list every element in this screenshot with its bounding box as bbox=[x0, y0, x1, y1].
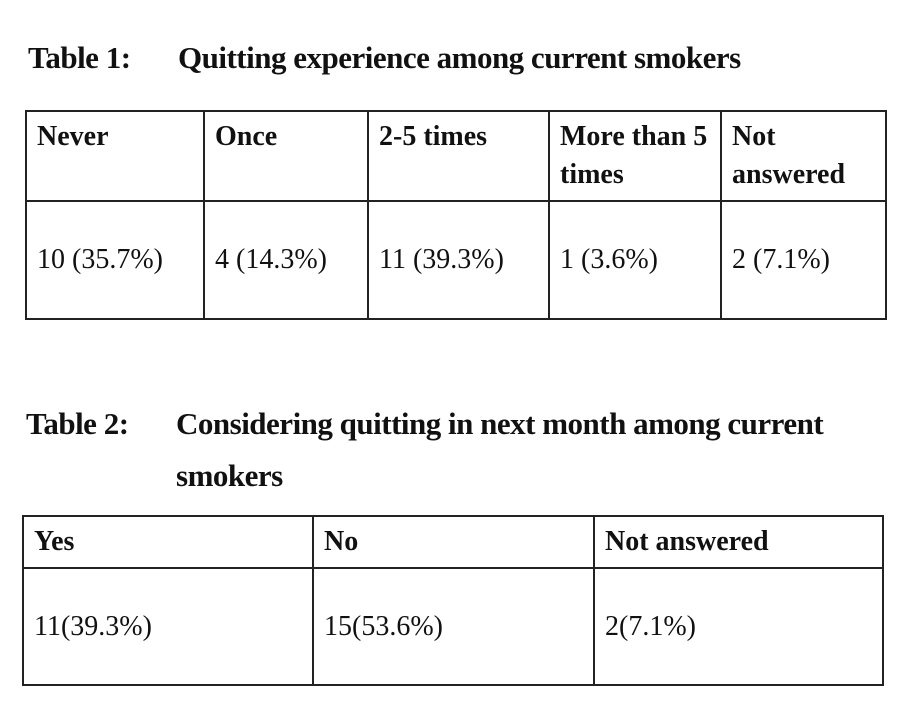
table-title: Considering quitting in next month among… bbox=[176, 406, 824, 493]
table: Yes No Not answered 11(39.3%) 15(53.6%) … bbox=[22, 515, 884, 686]
header-cell: Yes bbox=[22, 515, 314, 569]
data-row: 11(39.3%) 15(53.6%) 2(7.1%) bbox=[22, 567, 884, 686]
table: Never Once 2-5 times More than 5 times N… bbox=[25, 110, 887, 320]
data-row: 10 (35.7%) 4 (14.3%) 11 (39.3%) 1 (3.6%)… bbox=[25, 200, 887, 320]
cell: 15(53.6%) bbox=[312, 567, 595, 686]
header-cell: Once bbox=[203, 110, 369, 202]
header-cell: Not answered bbox=[593, 515, 884, 569]
table-title: Quitting experience among current smoker… bbox=[178, 40, 741, 75]
header-cell: 2-5 times bbox=[367, 110, 550, 202]
cell: 11(39.3%) bbox=[22, 567, 314, 686]
cell: 2(7.1%) bbox=[593, 567, 884, 686]
cell: 4 (14.3%) bbox=[203, 200, 369, 320]
header-row: Never Once 2-5 times More than 5 times N… bbox=[25, 110, 887, 202]
header-cell: More than 5 times bbox=[548, 110, 722, 202]
table-caption: Table 2: Considering quitting in next mo… bbox=[26, 398, 896, 508]
header-row: Yes No Not answered bbox=[22, 515, 884, 569]
table-label: Table 1: bbox=[28, 40, 131, 75]
cell: 10 (35.7%) bbox=[25, 200, 205, 320]
header-cell: No bbox=[312, 515, 595, 569]
table-label: Table 2: bbox=[26, 406, 129, 441]
cell: 2 (7.1%) bbox=[720, 200, 887, 320]
header-cell: Never bbox=[25, 110, 205, 202]
cell: 1 (3.6%) bbox=[548, 200, 722, 320]
cell: 11 (39.3%) bbox=[367, 200, 550, 320]
header-cell: Not answered bbox=[720, 110, 887, 202]
